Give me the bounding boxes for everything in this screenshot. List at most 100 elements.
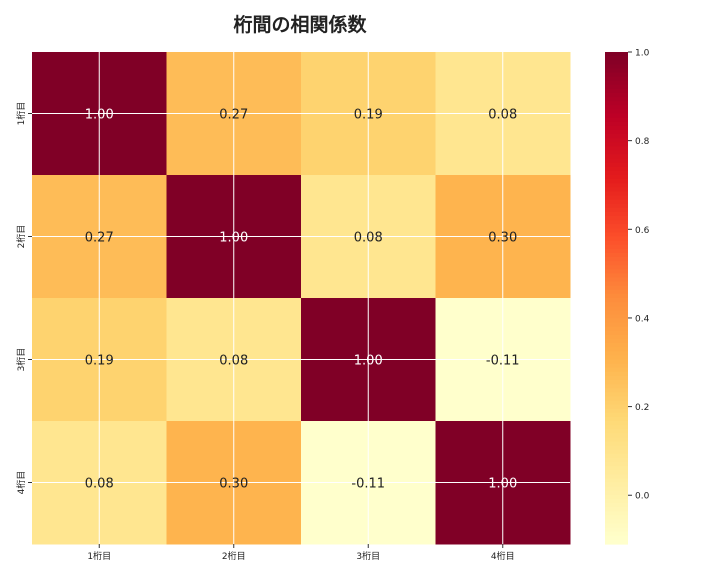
colorbar-segment <box>605 527 628 533</box>
colorbar-segment <box>605 68 628 74</box>
colorbar-segment <box>605 347 628 352</box>
colorbar-segment <box>605 195 628 201</box>
colorbar-segment <box>605 490 628 496</box>
colorbar-segment <box>605 113 628 119</box>
colorbar-segment <box>605 359 628 365</box>
colorbar-segment <box>605 322 628 328</box>
cell-value-label: 0.30 <box>488 231 517 246</box>
cell-value-label: 0.27 <box>219 108 248 123</box>
colorbar-segment <box>605 519 628 525</box>
colorbar-tick-label: 0.8 <box>635 137 650 147</box>
colorbar-segment <box>605 330 628 336</box>
colorbar-segment <box>605 339 628 344</box>
cell-value-label: 0.08 <box>85 477 114 492</box>
colorbar-segment <box>605 396 628 402</box>
colorbar-segment <box>605 248 628 254</box>
colorbar-segment <box>605 142 628 147</box>
colorbar-segment <box>605 125 628 131</box>
colorbar-segment <box>605 261 628 266</box>
colorbar-segment <box>605 203 628 209</box>
colorbar-segment <box>605 404 628 410</box>
colorbar-segment <box>605 511 628 516</box>
colorbar-segment <box>605 478 628 484</box>
colorbar-segment <box>605 72 628 78</box>
colorbar-tick-label: 1.0 <box>635 49 650 59</box>
colorbar-segment <box>605 175 628 180</box>
colorbar-segment <box>605 84 628 90</box>
colorbar-segment <box>605 351 628 356</box>
colorbar-segment <box>605 109 628 115</box>
colorbar-segment <box>605 421 628 426</box>
colorbar-segment <box>605 494 628 500</box>
y-tick-label: 2桁目 <box>15 225 27 249</box>
colorbar-segment <box>605 474 628 479</box>
cell-value-label: 0.08 <box>488 108 517 123</box>
colorbar-segment <box>605 80 628 86</box>
colorbar-segment <box>605 503 628 508</box>
colorbar-segment <box>605 334 628 340</box>
cell-value-label: 1.00 <box>354 354 383 369</box>
x-tick-label: 4桁目 <box>491 550 515 562</box>
y-tick-label: 1桁目 <box>15 102 27 126</box>
colorbar-segment <box>605 482 628 488</box>
colorbar-segment <box>605 343 628 348</box>
colorbar-segment <box>605 216 628 221</box>
colorbar-segment <box>605 367 628 373</box>
colorbar-segment <box>605 257 628 262</box>
cell-value-label: 0.27 <box>85 231 114 246</box>
colorbar-segment <box>605 162 628 168</box>
colorbar-segment <box>605 326 628 332</box>
colorbar-tick-label: 0.0 <box>635 492 650 502</box>
colorbar-segment <box>605 416 628 422</box>
colorbar-segment <box>605 154 628 160</box>
colorbar-segment <box>605 498 628 504</box>
cell-value-label: -0.11 <box>351 477 385 492</box>
colorbar-segment <box>605 277 628 283</box>
colorbar-segment <box>605 293 628 299</box>
colorbar-segment <box>605 462 628 467</box>
colorbar-segment <box>605 52 628 57</box>
colorbar-segment <box>605 281 628 287</box>
colorbar-segment <box>605 470 628 475</box>
colorbar-segment <box>605 384 628 389</box>
colorbar-segment <box>605 211 628 217</box>
colorbar-segment <box>605 429 628 434</box>
colorbar-segment <box>605 88 628 94</box>
colorbar-segment <box>605 457 628 463</box>
colorbar-segment <box>605 228 628 233</box>
colorbar-segment <box>605 121 628 127</box>
cell-value-label: 1.00 <box>488 477 517 492</box>
colorbar-segment <box>605 232 628 238</box>
colorbar-segment <box>605 187 628 192</box>
colorbar-segment <box>605 318 628 324</box>
colorbar-segment <box>605 363 628 369</box>
colorbar-segment <box>605 425 628 430</box>
colorbar-segment <box>605 445 628 451</box>
chart-title: 桁間の相関係数 <box>233 14 367 36</box>
colorbar-segment <box>605 224 628 229</box>
cell-value-label: 1.00 <box>85 108 114 123</box>
cell-value-label: 0.08 <box>219 354 248 369</box>
colorbar-segment <box>605 269 628 274</box>
colorbar-segment <box>605 380 628 385</box>
colorbar-segment <box>605 244 628 250</box>
colorbar-segment <box>605 400 628 406</box>
colorbar-segment <box>605 117 628 123</box>
x-tick-label: 2桁目 <box>222 550 246 562</box>
y-tick-label: 4桁目 <box>15 471 27 495</box>
x-tick-label: 1桁目 <box>87 550 111 562</box>
colorbar-segment <box>605 179 628 184</box>
colorbar-segment <box>605 146 628 151</box>
cell-value-label: 1.00 <box>219 231 248 246</box>
colorbar-segment <box>605 314 628 320</box>
colorbar-segment <box>605 158 628 164</box>
colorbar-segment <box>605 138 628 143</box>
colorbar-segment <box>605 539 628 545</box>
colorbar-segment <box>605 93 628 98</box>
colorbar-segment <box>605 134 628 139</box>
colorbar-segment <box>605 170 628 176</box>
colorbar-segment <box>605 191 628 197</box>
colorbar-segment <box>605 76 628 82</box>
colorbar-segment <box>605 535 628 541</box>
colorbar-tick-label: 0.2 <box>635 403 649 413</box>
